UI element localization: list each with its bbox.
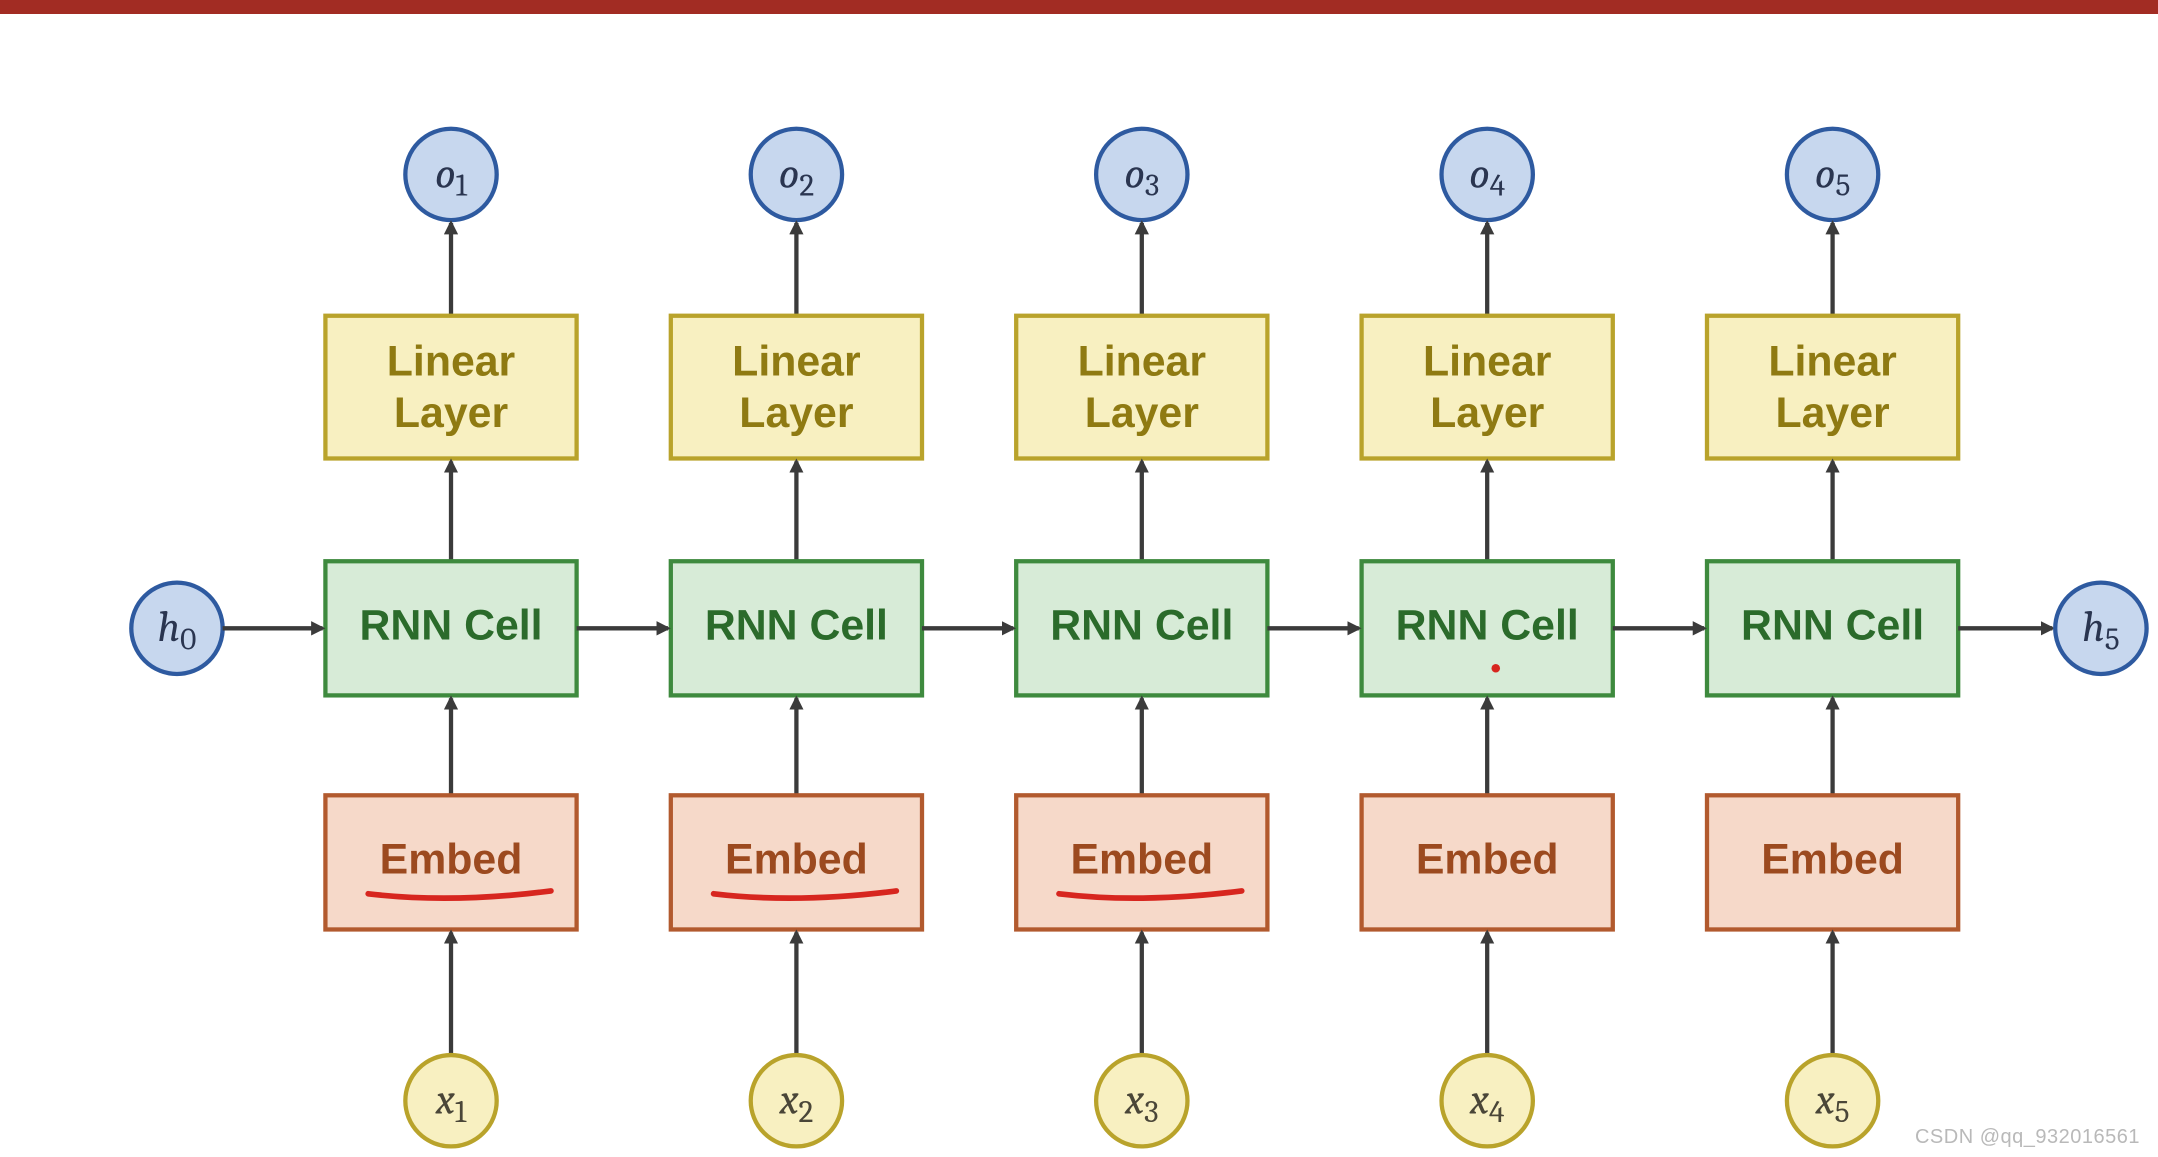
rnn-diagram: o1LinearLayerRNN CellEmbedx1o2LinearLaye… xyxy=(0,14,2158,1157)
top-bar xyxy=(0,0,2158,14)
svg-text:Embed: Embed xyxy=(1416,836,1559,884)
svg-text:Embed: Embed xyxy=(1070,836,1213,884)
svg-text:Layer: Layer xyxy=(1085,389,1199,437)
svg-text:Layer: Layer xyxy=(1430,389,1544,437)
svg-text:Layer: Layer xyxy=(394,389,508,437)
svg-text:RNN Cell: RNN Cell xyxy=(1741,602,1924,650)
svg-text:Embed: Embed xyxy=(725,836,868,884)
svg-text:RNN Cell: RNN Cell xyxy=(705,602,888,650)
svg-text:Embed: Embed xyxy=(1761,836,1904,884)
svg-text:Layer: Layer xyxy=(1775,389,1889,437)
svg-text:Layer: Layer xyxy=(739,389,853,437)
svg-text:Embed: Embed xyxy=(380,836,523,884)
diagram-container: o1LinearLayerRNN CellEmbedx1o2LinearLaye… xyxy=(0,14,2158,1157)
watermark: CSDN @qq_932016561 xyxy=(1915,1126,2140,1149)
svg-text:RNN Cell: RNN Cell xyxy=(1396,602,1579,650)
svg-text:Linear: Linear xyxy=(732,338,860,386)
svg-text:Linear: Linear xyxy=(1768,338,1896,386)
svg-text:RNN Cell: RNN Cell xyxy=(359,602,542,650)
svg-text:Linear: Linear xyxy=(1423,338,1551,386)
svg-text:Linear: Linear xyxy=(1078,338,1206,386)
svg-text:Linear: Linear xyxy=(387,338,515,386)
svg-text:RNN Cell: RNN Cell xyxy=(1050,602,1233,650)
